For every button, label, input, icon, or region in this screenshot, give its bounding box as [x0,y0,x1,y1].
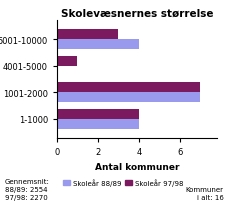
Bar [57,57,77,67]
Legend: Skoleår 88/89, Skoleår 97/98: Skoleår 88/89, Skoleår 97/98 [60,175,185,188]
X-axis label: Antal kommuner: Antal kommuner [94,162,178,171]
Text: Kommuner
i alt: 16: Kommuner i alt: 16 [185,186,222,200]
Bar [57,109,138,119]
Bar [57,119,138,129]
Bar [57,93,199,103]
Bar [57,30,118,40]
Text: Gennemsnit:
88/89: 2554
97/98: 2270: Gennemsnit: 88/89: 2554 97/98: 2270 [5,178,49,200]
Bar [57,83,199,93]
Title: Skolevæsnernes størrelse: Skolevæsnernes størrelse [60,8,212,18]
Bar [57,40,138,50]
